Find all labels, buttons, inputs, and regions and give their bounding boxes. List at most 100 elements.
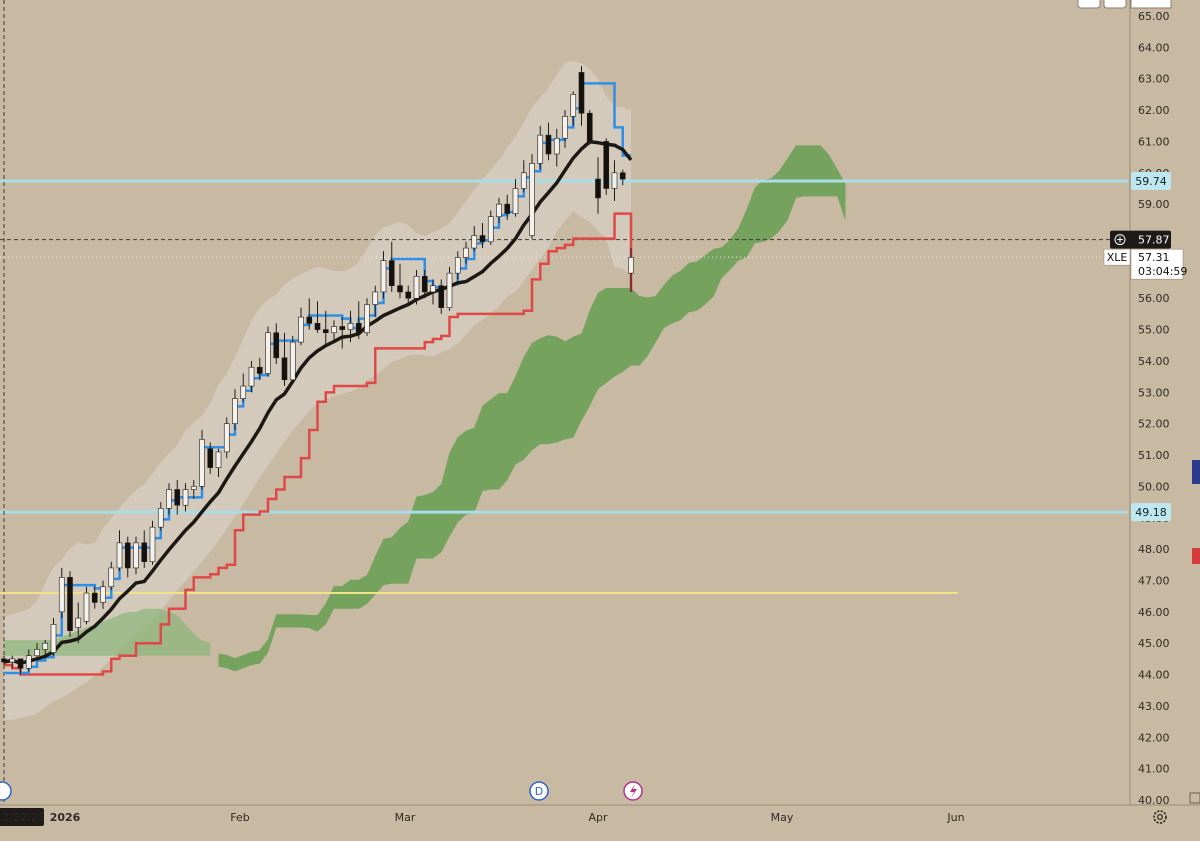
candle-body — [298, 316, 304, 343]
crosshair-price-label: 57.87 — [1138, 234, 1170, 247]
candle — [421, 270, 428, 299]
lower-band-line — [4, 212, 633, 676]
candle — [454, 251, 461, 280]
candle-body — [91, 592, 98, 603]
currency-tag — [1130, 0, 1172, 9]
candle — [273, 323, 280, 365]
candle-body — [529, 163, 535, 236]
candle-body — [17, 658, 24, 669]
candle — [190, 480, 197, 499]
price-tick-label: 47.00 — [1138, 574, 1170, 587]
envelope-band-area — [4, 60, 631, 721]
gear-icon[interactable] — [1153, 810, 1167, 824]
candle — [430, 279, 436, 305]
candle-body — [141, 542, 148, 562]
candle-body — [314, 323, 321, 330]
price-tick-label: 62.00 — [1138, 104, 1170, 117]
dividend-marker-icon[interactable]: D — [529, 781, 549, 801]
plus-circle-icon[interactable] — [1114, 234, 1126, 246]
candle — [562, 110, 568, 148]
candle — [133, 536, 139, 575]
candle-body — [174, 489, 181, 506]
price-tick-label: 43.00 — [1138, 700, 1170, 713]
candle-body — [256, 366, 263, 374]
candle-body — [595, 178, 601, 199]
candle-body — [223, 423, 230, 453]
candle-body — [124, 542, 131, 569]
candle — [463, 241, 469, 264]
candle — [58, 567, 65, 619]
axis-scroll-control[interactable] — [1189, 792, 1200, 804]
candle — [339, 317, 346, 349]
price-tick-label: 41.00 — [1138, 763, 1170, 776]
time-tick-label: Jun — [946, 811, 964, 824]
candle-body — [100, 586, 106, 603]
candle — [207, 442, 214, 474]
candle-body — [108, 567, 115, 588]
candle-body — [504, 203, 511, 214]
candle-body — [182, 489, 189, 506]
lower-level-tag-label: 49.18 — [1135, 506, 1167, 519]
candle — [298, 307, 304, 346]
candle-body — [42, 642, 49, 650]
candle-body — [603, 141, 610, 189]
price-tick-label: 42.00 — [1138, 731, 1170, 744]
plus-circle-ring — [1114, 234, 1126, 246]
price-tick-label: 56.00 — [1138, 292, 1170, 305]
candle — [232, 389, 238, 430]
dividend-marker-letter: D — [535, 785, 543, 798]
candle — [67, 571, 73, 637]
candle-body — [578, 72, 585, 114]
price-axis[interactable]: 40.00 41.00 42.00 43.00 44.00 45.00 46.00 47.00… — [1129, 0, 1200, 807]
event-markers[interactable]: D — [0, 781, 643, 801]
candle-body — [372, 291, 379, 305]
candle-body — [545, 134, 552, 155]
time-tick-label: 2026 — [50, 811, 81, 824]
candle — [372, 285, 379, 318]
price-axis-background — [1130, 0, 1200, 805]
earnings-marker-icon[interactable] — [623, 781, 643, 801]
candle-body — [380, 260, 387, 293]
price-tick-label: 44.00 — [1138, 669, 1170, 682]
axis-edge-marker — [1192, 548, 1200, 564]
candle-body — [149, 526, 156, 562]
top-control-button[interactable] — [1103, 0, 1127, 9]
candle-body — [67, 577, 73, 631]
candle — [306, 298, 313, 330]
candle-body — [339, 326, 346, 330]
price-tick-label: 59.00 — [1138, 198, 1170, 211]
axis-edge-marker — [1192, 460, 1200, 484]
candle-body — [413, 275, 420, 299]
candle-body — [75, 617, 82, 628]
dividend-marker-circle — [529, 781, 549, 801]
price-tick-label: 40.00 — [1138, 794, 1170, 807]
price-tick-label: 52.00 — [1138, 418, 1170, 431]
candle-body — [248, 366, 255, 387]
candle-body — [496, 203, 502, 218]
candle-body — [479, 235, 486, 243]
candle — [586, 110, 593, 145]
price-tick-label: 50.00 — [1138, 480, 1170, 493]
candle — [578, 66, 585, 126]
candle-body — [50, 624, 57, 653]
candle-body — [273, 332, 280, 359]
cursor-date-label: 12/22/25 — [0, 811, 45, 824]
time-tick-label: Apr — [588, 811, 608, 824]
top-control-button[interactable] — [1077, 0, 1101, 9]
crosshair-price-tag — [1110, 230, 1171, 249]
candle — [149, 520, 156, 565]
time-axis[interactable]: 2026 Feb Mar Apr May Jun 12/22/25 — [0, 804, 1200, 841]
candle — [611, 160, 618, 202]
candle-body — [25, 655, 32, 669]
dividend-marker-icon[interactable] — [0, 781, 12, 801]
candle-body — [364, 304, 370, 334]
candle-body — [388, 260, 395, 286]
candle-body — [454, 257, 461, 274]
candle — [619, 169, 626, 186]
candle-body — [611, 172, 618, 189]
gear-outer — [1153, 810, 1167, 824]
candle-body — [471, 235, 478, 249]
